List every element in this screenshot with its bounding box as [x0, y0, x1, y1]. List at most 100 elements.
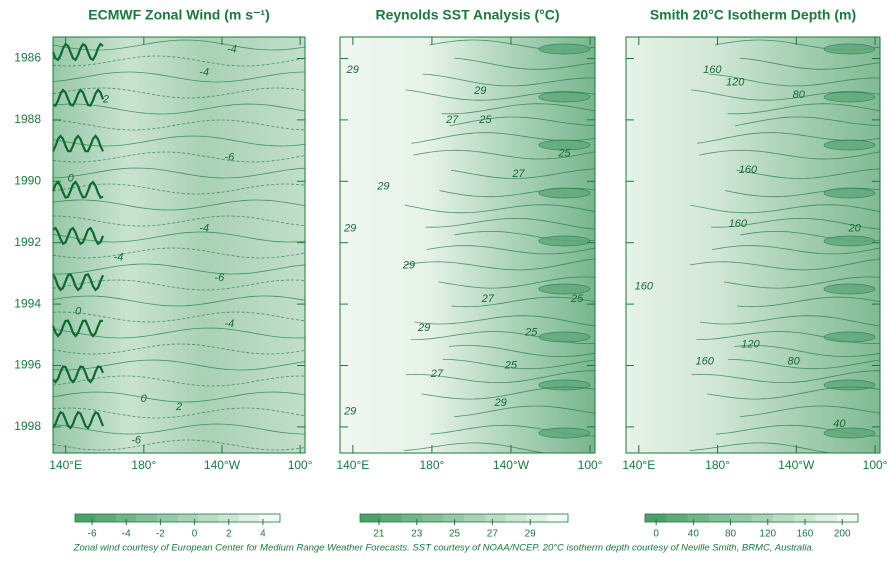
- zero-contour: [52, 410, 105, 430]
- colorbar-band: [505, 514, 527, 522]
- contour-line: [438, 276, 596, 289]
- contour-blob: [538, 427, 591, 439]
- contour-label: 40: [833, 418, 846, 430]
- contour-label: 25: [524, 326, 538, 338]
- colorbar-label: -6: [88, 529, 97, 540]
- x-tick-label: 180°: [420, 458, 445, 472]
- contour-line: [52, 135, 306, 147]
- contour-line: [699, 315, 881, 327]
- colorbar-band: [422, 514, 444, 522]
- colorbar-band: [218, 514, 240, 522]
- contour-blob: [823, 283, 876, 295]
- zero-contour: [52, 226, 105, 246]
- contour-label: 80: [788, 355, 801, 367]
- contour-line: [52, 375, 306, 387]
- contour-line: [708, 73, 880, 87]
- contour-label: 160: [739, 164, 758, 176]
- plot-frame: [339, 36, 596, 454]
- colorbar-label: 4: [260, 529, 266, 540]
- contour-blob: [538, 235, 591, 247]
- contour-label: -4: [199, 66, 209, 78]
- y-tick-label: 1988: [14, 112, 41, 126]
- colorbar-label: 0: [653, 529, 659, 540]
- contour-label: 120: [726, 77, 745, 89]
- contour-line: [52, 327, 306, 339]
- contour-label: 160: [729, 218, 748, 230]
- x-tick-label: 140°W: [493, 458, 530, 472]
- contour-line: [449, 116, 596, 127]
- contour-line: [723, 276, 881, 289]
- plot-area: [53, 37, 305, 453]
- contour-line: [52, 167, 306, 179]
- contour-line: [739, 405, 881, 417]
- colorbar-band: [547, 514, 569, 522]
- contour-line: [52, 343, 306, 355]
- colorbar-label: 200: [834, 529, 851, 540]
- contour-line: [425, 217, 596, 230]
- contour-line: [52, 215, 306, 227]
- x-tick-label: 100°: [578, 458, 603, 472]
- contour-blob: [538, 283, 591, 295]
- contour-line: [736, 168, 881, 179]
- contour-line: [442, 358, 596, 370]
- contour-blob: [823, 187, 876, 199]
- contour-blob: [538, 331, 591, 343]
- contour-label: 29: [494, 397, 507, 409]
- zero-contour: [51, 42, 104, 62]
- colorbar-band: [116, 514, 137, 522]
- contour-label: 29: [417, 322, 430, 334]
- colorbar-band: [198, 514, 219, 522]
- contour-blob: [823, 43, 876, 55]
- contour-blob: [538, 43, 591, 55]
- contour-line: [404, 258, 596, 271]
- colorbar-label: -2: [156, 529, 165, 540]
- contour-line: [413, 149, 596, 160]
- x-tick-label: 100°: [863, 458, 888, 472]
- contour-blob: [823, 427, 876, 439]
- colorbar-band: [443, 514, 465, 522]
- contour-label: 25: [504, 360, 518, 372]
- contour-blob: [823, 331, 876, 343]
- y-tick-label: 1998: [14, 419, 41, 433]
- contour-line: [737, 296, 881, 308]
- contour-line: [691, 370, 881, 383]
- contour-label: 0: [75, 305, 82, 317]
- contour-label: 25: [570, 293, 584, 305]
- contour-label: -4: [199, 222, 209, 234]
- contour-line: [712, 245, 881, 255]
- colorbar-band: [645, 514, 667, 522]
- colorbar-label: 25: [449, 529, 461, 540]
- zero-contour: [51, 180, 104, 199]
- contour-line: [740, 57, 881, 70]
- contour-line: [52, 71, 306, 83]
- x-tick-label: 140°E: [49, 458, 82, 472]
- contour-line: [711, 217, 881, 230]
- panel: [339, 36, 596, 454]
- colorbar-frame: [74, 513, 281, 523]
- contour-label: 2: [102, 93, 109, 105]
- contour-label: 25: [478, 114, 492, 126]
- panel: [625, 36, 881, 454]
- contour-line: [52, 279, 306, 291]
- zero-contour: [52, 365, 105, 384]
- contour-label: 20: [847, 222, 861, 234]
- contour-label: 2: [175, 401, 182, 413]
- colorbar-label: 0: [192, 529, 198, 540]
- colorbar-label: 120: [759, 529, 776, 540]
- colorbar-label: -4: [122, 529, 131, 540]
- contour-line: [451, 296, 596, 308]
- contour-blob: [823, 139, 876, 151]
- panel: [51, 36, 306, 454]
- contour-line: [52, 87, 306, 99]
- contour-blob: [823, 91, 876, 103]
- colorbar-band: [526, 514, 548, 522]
- colorbar-band: [360, 514, 382, 522]
- panel-title: Reynolds SST Analysis (°C): [375, 7, 559, 23]
- contour-line: [454, 405, 596, 417]
- colorbar-band: [95, 514, 117, 522]
- colorbar-band: [730, 514, 752, 522]
- colorbar-label: 40: [688, 529, 700, 540]
- contour-line: [728, 358, 881, 370]
- x-tick-label: 100°: [288, 458, 313, 472]
- contour-label: -4: [225, 318, 235, 330]
